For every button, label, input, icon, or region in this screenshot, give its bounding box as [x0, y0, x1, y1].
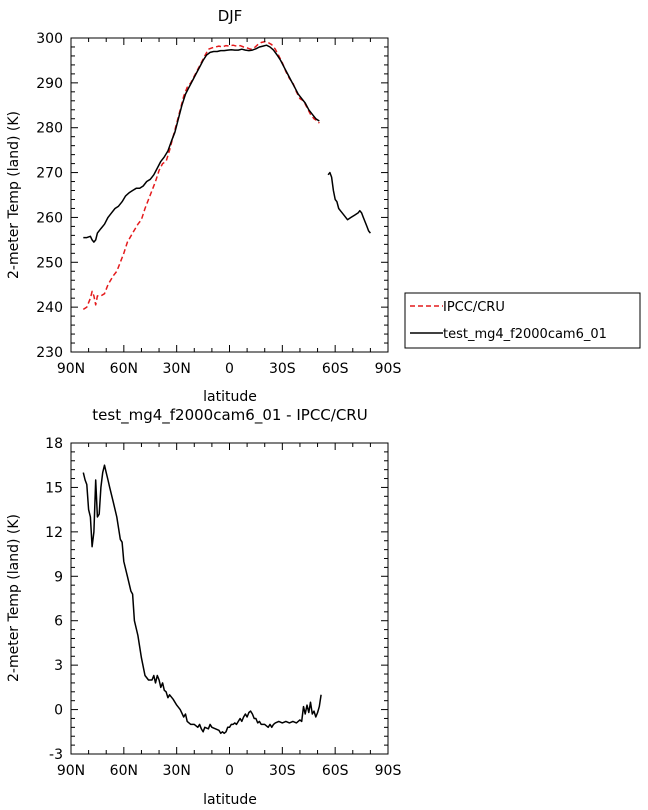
- bottom-panel: test_mg4_f2000cam6_01 - IPCC/CRU -3 0 3 6 9 1…: [6, 406, 401, 808]
- bottom-y-tick-label: 3: [54, 658, 63, 674]
- bottom-chart-title: test_mg4_f2000cam6_01 - IPCC/CRU: [92, 406, 367, 425]
- bottom-x-tick-label: 30S: [269, 763, 296, 779]
- top-y-tick-label: 230: [36, 345, 63, 361]
- legend-label-test-model: test_mg4_f2000cam6_01: [443, 327, 607, 342]
- top-x-tick-label: 0: [225, 361, 234, 377]
- top-series-test-model-line: [327, 171, 371, 234]
- top-y-tick-label: 240: [36, 300, 63, 316]
- top-x-tick-label: 30S: [269, 361, 296, 377]
- top-y-tick-label: 260: [36, 210, 63, 226]
- legend-box: [404, 292, 641, 349]
- bottom-x-axis-label: latitude: [203, 792, 257, 808]
- top-x-tick-label: 90N: [57, 361, 85, 377]
- bottom-y-tick-label: -3: [49, 747, 63, 763]
- bottom-x-tick-label: 0: [225, 763, 234, 779]
- bottom-x-tick-label: 90S: [375, 763, 402, 779]
- top-x-tick-label: 60S: [322, 361, 349, 377]
- top-y-axis-label: 2-meter Temp (land) (K): [6, 111, 22, 279]
- top-x-tick-label: 30N: [163, 361, 191, 377]
- bottom-y-tick-label: 12: [45, 525, 63, 541]
- bottom-x-tick-label: 60S: [322, 763, 349, 779]
- legend: IPCC/CRU test_mg4_f2000cam6_01: [404, 292, 641, 349]
- bottom-plot-frame: [70, 442, 389, 755]
- legend-label-ipcc-cru: IPCC/CRU: [443, 300, 505, 315]
- bottom-y-tick-label: 18: [45, 436, 63, 452]
- top-x-tick-label: 90S: [375, 361, 402, 377]
- top-y-tick-label: 270: [36, 166, 63, 182]
- top-panel: DJF 230 240 250 260 270 280 290 300 90N 60N 30N 0 30…: [6, 7, 641, 405]
- top-y-tick-label: 300: [36, 31, 63, 47]
- bottom-x-tick-label: 60N: [110, 763, 138, 779]
- top-y-tick-label: 250: [36, 255, 63, 271]
- top-x-axis-label: latitude: [203, 389, 257, 405]
- top-x-tick-label: 60N: [110, 361, 138, 377]
- bottom-x-tick-label: 30N: [163, 763, 191, 779]
- top-series-test-model-line: [83, 44, 320, 243]
- bottom-y-tick-label: 0: [54, 703, 63, 719]
- top-series-ipcc-cru-line: [82, 40, 320, 311]
- top-y-tick-label: 280: [36, 121, 63, 137]
- top-chart-title: DJF: [218, 7, 243, 25]
- bottom-y-tick-label: 9: [54, 569, 63, 585]
- bottom-y-tick-label: 15: [45, 480, 63, 496]
- bottom-y-tick-label: 6: [54, 614, 63, 630]
- bottom-x-tick-label: 90N: [57, 763, 85, 779]
- bottom-y-axis-label: 2-meter Temp (land) (K): [6, 514, 22, 682]
- top-plot-frame: [70, 37, 389, 353]
- bottom-series-difference-line: [82, 464, 322, 735]
- top-y-tick-label: 290: [36, 76, 63, 92]
